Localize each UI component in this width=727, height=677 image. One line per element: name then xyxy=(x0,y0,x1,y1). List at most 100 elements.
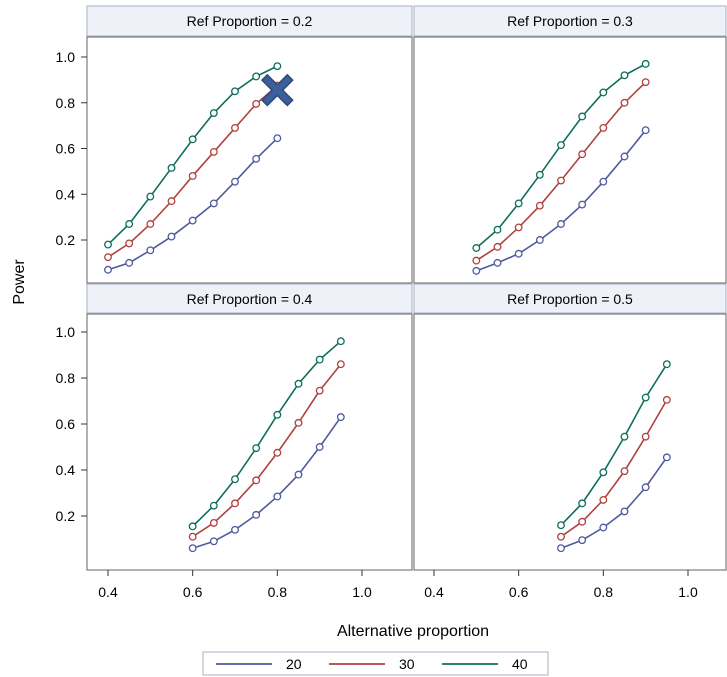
data-point-40 xyxy=(620,71,629,80)
series-line-30 xyxy=(560,399,668,538)
data-point-20 xyxy=(146,246,155,255)
panel-header xyxy=(413,5,727,37)
x-tick-label: 0.6 xyxy=(183,584,203,600)
data-point-40 xyxy=(578,499,587,508)
data-point-20 xyxy=(620,507,629,516)
data-point-40 xyxy=(252,72,261,81)
y-tick-label: 0.6 xyxy=(56,416,76,432)
data-point-30 xyxy=(273,448,282,457)
y-tick-label: 0.4 xyxy=(56,186,76,202)
panel-3: Ref Proportion = 0.4 xyxy=(86,283,413,571)
data-point-40 xyxy=(188,522,197,531)
panel-title: Ref Proportion = 0.2 xyxy=(187,13,313,29)
data-point-30 xyxy=(294,418,303,427)
data-point-40 xyxy=(641,393,650,402)
data-point-20 xyxy=(167,232,176,241)
data-point-30 xyxy=(104,253,112,262)
data-point-20 xyxy=(315,443,324,451)
data-point-40 xyxy=(336,337,345,346)
data-point-20 xyxy=(578,200,587,209)
data-point-20 xyxy=(599,177,608,186)
y-tick-label: 0.8 xyxy=(56,95,76,111)
x-tick-label: 1.0 xyxy=(352,584,372,600)
data-point-40 xyxy=(599,88,608,97)
panel-1: Ref Proportion = 0.2 xyxy=(86,5,413,284)
data-point-20 xyxy=(557,220,565,228)
data-point-40 xyxy=(167,163,176,172)
y-tick-label: 1.0 xyxy=(56,324,76,340)
data-point-40 xyxy=(578,112,587,121)
data-point-40 xyxy=(252,444,261,453)
x-tick-label: 0.8 xyxy=(594,584,614,600)
data-point-20 xyxy=(294,470,303,479)
data-point-30 xyxy=(599,123,608,132)
plot-area xyxy=(413,36,727,284)
data-point-40 xyxy=(641,59,650,68)
panel-title: Ref Proportion = 0.5 xyxy=(507,291,633,307)
data-point-30 xyxy=(315,386,324,395)
y-tick-label: 0.6 xyxy=(56,141,76,157)
data-point-20 xyxy=(493,258,502,267)
data-point-20 xyxy=(472,266,481,275)
data-point-30 xyxy=(557,532,565,541)
panel-2: Ref Proportion = 0.3 xyxy=(413,5,727,284)
data-point-30 xyxy=(662,395,671,404)
series-line-40 xyxy=(560,363,668,526)
data-point-30 xyxy=(641,432,650,441)
x-tick-label: 0.6 xyxy=(509,584,529,600)
data-point-40 xyxy=(146,192,155,201)
data-point-40 xyxy=(493,225,502,234)
data-point-40 xyxy=(557,521,565,530)
data-point-40 xyxy=(104,240,112,249)
data-point-30 xyxy=(336,360,345,369)
data-point-20 xyxy=(188,216,197,225)
y-tick-label: 0.2 xyxy=(56,508,76,524)
data-point-40 xyxy=(557,141,565,150)
data-point-30 xyxy=(231,123,239,132)
data-point-20 xyxy=(535,236,544,244)
legend: 20 30 40 xyxy=(202,651,549,676)
panel-header xyxy=(86,5,413,37)
data-point-30 xyxy=(252,476,261,485)
panel-4: Ref Proportion = 0.5 xyxy=(413,283,727,571)
series-line-30 xyxy=(192,363,342,538)
data-point-20 xyxy=(620,152,629,161)
series-line-20 xyxy=(192,416,342,549)
panel-header xyxy=(86,283,413,314)
data-point-20 xyxy=(231,525,239,534)
data-point-30 xyxy=(535,201,544,210)
data-point-30 xyxy=(514,223,523,232)
data-point-30 xyxy=(578,150,587,159)
data-point-30 xyxy=(641,78,650,87)
data-point-40 xyxy=(273,410,282,419)
data-point-40 xyxy=(273,62,282,71)
legend-label: 20 xyxy=(286,656,302,672)
data-point-20 xyxy=(188,544,197,553)
data-point-20 xyxy=(641,126,650,135)
legend-label: 30 xyxy=(399,656,415,672)
data-point-40 xyxy=(472,244,481,252)
legend-label: 40 xyxy=(512,656,528,672)
data-point-40 xyxy=(209,109,218,117)
data-point-20 xyxy=(209,537,218,546)
data-point-40 xyxy=(315,355,324,364)
data-point-30 xyxy=(620,98,629,107)
data-point-40 xyxy=(231,87,239,96)
data-point-40 xyxy=(188,135,197,144)
data-point-40 xyxy=(599,468,608,477)
data-point-20 xyxy=(514,249,523,258)
series-line-40 xyxy=(192,340,342,527)
data-point-20 xyxy=(641,483,650,492)
data-point-20 xyxy=(231,177,239,186)
data-point-20 xyxy=(336,413,345,422)
data-point-30 xyxy=(599,495,608,504)
highlight-marker xyxy=(260,73,294,107)
highlight-marker-fill xyxy=(263,75,292,105)
panel-title: Ref Proportion = 0.4 xyxy=(187,291,313,307)
data-point-20 xyxy=(104,265,112,274)
data-point-30 xyxy=(125,239,134,248)
x-tick-label: 0.8 xyxy=(268,584,288,600)
data-point-30 xyxy=(188,171,197,180)
x-tick-label: 0.4 xyxy=(424,584,444,600)
data-point-30 xyxy=(578,517,587,526)
